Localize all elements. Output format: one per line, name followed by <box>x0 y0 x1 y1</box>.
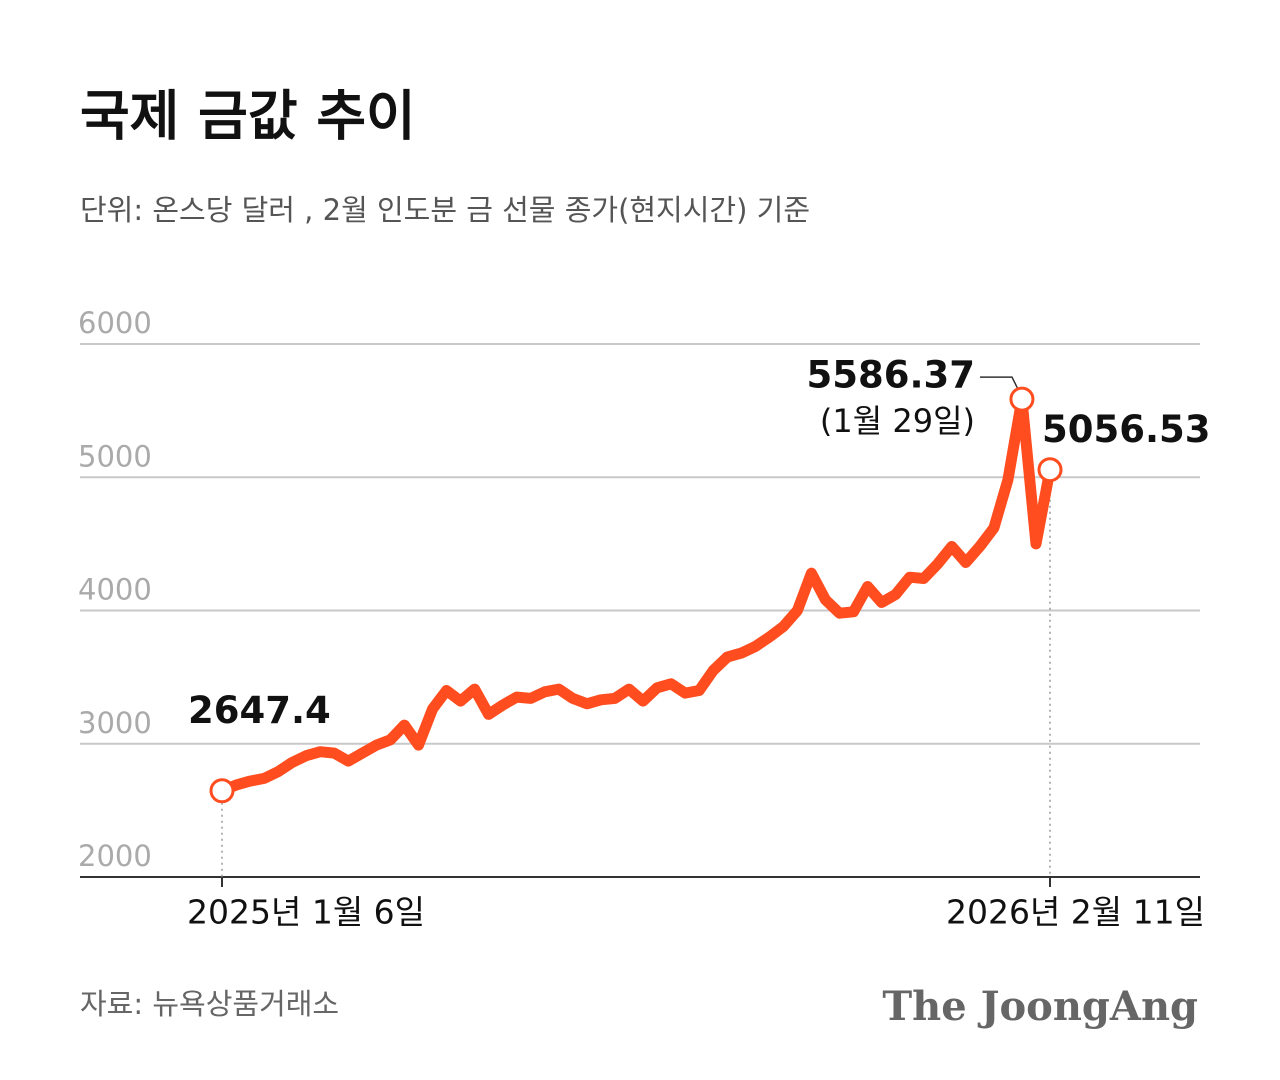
annotation: (1월 29일) <box>820 402 975 440</box>
chart-subtitle: 단위: 온스당 달러 , 2월 인도분 금 선물 종가(현지시간) 기준 <box>80 193 810 227</box>
y-tick-label: 6000 <box>78 306 152 340</box>
data-label: 2647.4 <box>188 689 331 732</box>
data-label: 5586.37 <box>806 354 975 397</box>
point-marker <box>209 778 235 804</box>
x-tick-label: 2025년 1월 6일 <box>187 893 425 932</box>
plot-area: 2000 3000 4000 5000 6000 2025년 1월 6일 2026년 2월 … <box>78 306 1211 932</box>
y-tick-label: 5000 <box>78 439 152 473</box>
source: 자료: 뉴욕상품거래소 <box>80 987 339 1021</box>
data-label: 5056.53 <box>1042 408 1211 451</box>
series-line <box>216 393 1056 797</box>
chart-title: 국제 금값 추이 <box>80 85 416 148</box>
brand: The JoongAng <box>882 983 1198 1030</box>
y-tick-label: 2000 <box>78 839 152 873</box>
point-marker <box>1037 457 1063 483</box>
x-tick-label: 2026년 2월 11일 <box>946 893 1205 932</box>
leader-line <box>980 376 1019 390</box>
y-tick-label: 3000 <box>78 706 152 740</box>
y-tick-label: 4000 <box>78 573 152 607</box>
point-marker <box>1009 386 1035 412</box>
